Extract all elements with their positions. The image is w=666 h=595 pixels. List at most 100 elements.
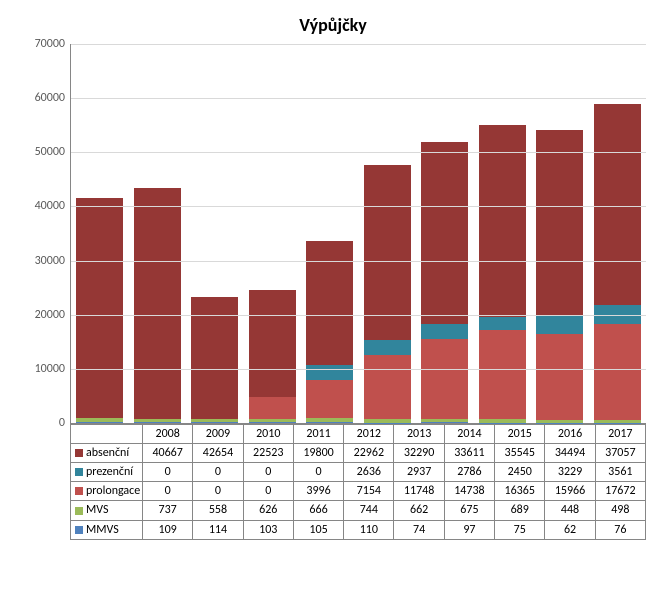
table-cell: 558 [193, 501, 243, 520]
table-row: prezenční0000263629372786245032293561 [71, 463, 646, 482]
table-cell: 626 [243, 501, 293, 520]
table-cell: 11748 [394, 482, 444, 501]
bar-segment-prezenční [479, 317, 526, 330]
table-year-header: 2012 [344, 425, 394, 444]
bar-slot [416, 44, 474, 423]
table-cell: 744 [344, 501, 394, 520]
table-cell: 22523 [243, 444, 293, 463]
table-cell: 105 [293, 520, 343, 539]
bar-segment-MMVS [249, 422, 296, 423]
bar-segment-absenční [421, 142, 468, 324]
table-cell: 3996 [293, 482, 343, 501]
table-year-header: 2009 [193, 425, 243, 444]
table-cell: 42654 [193, 444, 243, 463]
bar-segment-prolongace [479, 330, 526, 419]
bar-segment-prezenční [421, 324, 468, 339]
table-cell: 97 [444, 520, 494, 539]
table-cell: 666 [293, 501, 343, 520]
table-year-header: 2016 [545, 425, 595, 444]
table-cell: 662 [394, 501, 444, 520]
table-cell: 37057 [595, 444, 645, 463]
y-axis-label: 10000 [35, 362, 71, 376]
bar-slot [301, 44, 359, 423]
table-cell: 0 [293, 463, 343, 482]
series-row-header: absenční [71, 444, 143, 463]
table-cell: 33611 [444, 444, 494, 463]
legend-swatch [75, 487, 83, 495]
table-cell: 75 [495, 520, 545, 539]
grid-line [71, 315, 646, 316]
table-year-header: 2014 [444, 425, 494, 444]
bar-segment-prolongace [536, 334, 583, 420]
bar-segment-absenční [364, 165, 411, 340]
table-year-header: 2010 [243, 425, 293, 444]
table-cell: 0 [143, 463, 193, 482]
bar-slot [244, 44, 302, 423]
table-cell: 737 [143, 501, 193, 520]
bar [134, 44, 181, 423]
bar-segment-prolongace [364, 355, 411, 419]
table-cell: 0 [243, 482, 293, 501]
table-cell: 16365 [495, 482, 545, 501]
table-year-header: 2015 [495, 425, 545, 444]
bar [364, 44, 411, 423]
y-axis-label: 50000 [35, 145, 71, 159]
y-axis-label: 30000 [35, 254, 71, 268]
table-cell: 2636 [344, 463, 394, 482]
bar-slot [589, 44, 647, 423]
bar [191, 44, 238, 423]
table-row: absenční40667426542252319800229623229033… [71, 444, 646, 463]
bar-segment-absenční [536, 130, 583, 317]
table-cell: 74 [394, 520, 444, 539]
bar-slot [186, 44, 244, 423]
series-name: prezenční [86, 465, 133, 479]
data-table-wrap: 2008200920102011201220132014201520162017… [70, 424, 646, 540]
y-axis-label: 20000 [35, 308, 71, 322]
legend-swatch [75, 468, 83, 476]
bar-slot [531, 44, 589, 423]
bar [536, 44, 583, 423]
table-cell: 17672 [595, 482, 645, 501]
grid-line [71, 152, 646, 153]
series-name: prolongace [86, 484, 140, 498]
bar-segment-MMVS [421, 422, 468, 423]
table-cell: 2786 [444, 463, 494, 482]
series-row-header: MMVS [71, 520, 143, 539]
table-cell: 448 [545, 501, 595, 520]
y-axis-label: 60000 [35, 91, 71, 105]
y-axis-label: 70000 [35, 37, 71, 51]
table-cell: 3561 [595, 463, 645, 482]
table-year-header: 2008 [143, 425, 193, 444]
series-name: MVS [86, 504, 109, 518]
table-cell: 0 [243, 463, 293, 482]
table-cell: 40667 [143, 444, 193, 463]
legend-swatch [75, 507, 83, 515]
bar-segment-absenční [479, 125, 526, 317]
table-cell: 0 [193, 482, 243, 501]
series-row-header: prolongace [71, 482, 143, 501]
table-cell: 0 [143, 482, 193, 501]
grid-line [71, 369, 646, 370]
table-header-row: 2008200920102011201220132014201520162017 [71, 425, 646, 444]
chart-title: Výpůjčky [14, 14, 652, 36]
bar-slot [129, 44, 187, 423]
series-row-header: prezenční [71, 463, 143, 482]
table-cell: 34494 [545, 444, 595, 463]
table-row: MMVS1091141031051107497756276 [71, 520, 646, 539]
table-cell: 15966 [545, 482, 595, 501]
bar-segment-absenční [594, 104, 641, 305]
grid-line [71, 98, 646, 99]
table-corner-cell [71, 425, 143, 444]
plot-area: 010000200003000040000500006000070000 [70, 44, 646, 424]
bar [421, 44, 468, 423]
table-cell: 3229 [545, 463, 595, 482]
table-cell: 114 [193, 520, 243, 539]
bar-segment-MMVS [76, 422, 123, 423]
chart-container: Výpůjčky 0100002000030000400005000060000… [0, 0, 666, 595]
table-cell: 0 [193, 463, 243, 482]
data-table: 2008200920102011201220132014201520162017… [70, 424, 646, 540]
bar-slot [71, 44, 129, 423]
table-cell: 76 [595, 520, 645, 539]
bar-slot [474, 44, 532, 423]
bar [249, 44, 296, 423]
